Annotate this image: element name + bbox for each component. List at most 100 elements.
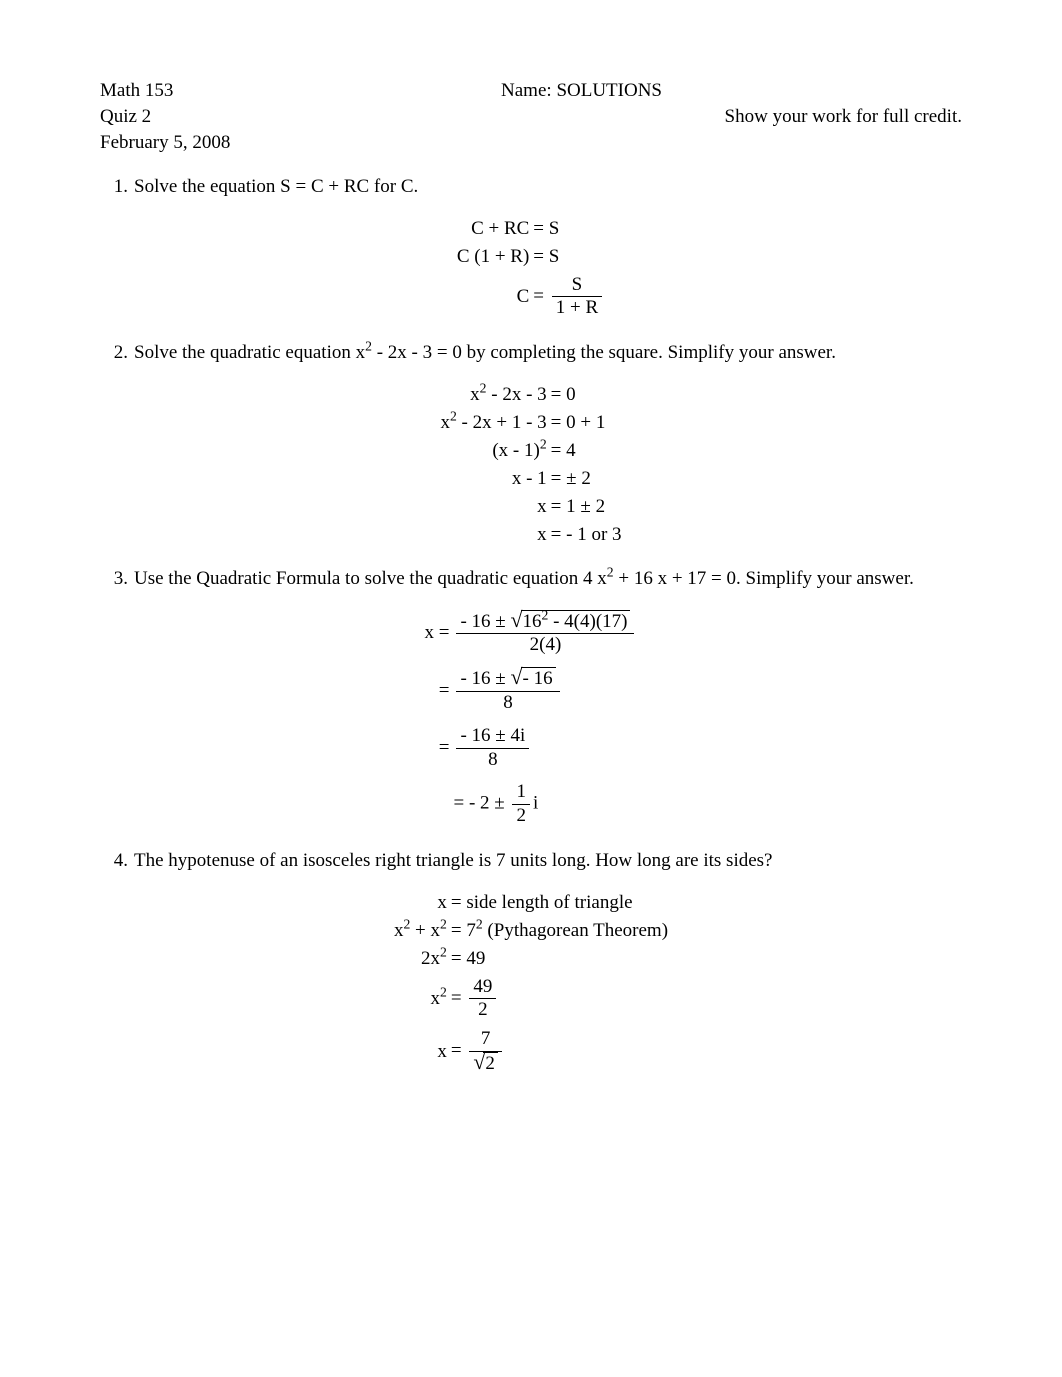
numerator: 1 <box>512 781 530 805</box>
eq-rhs: = 49 2 <box>449 976 668 1023</box>
problem-4-work: x = side length of triangle x2 + x2 = 72… <box>100 892 962 1076</box>
eq-lhs: x2 + x2 <box>394 920 449 942</box>
problem-body: Use the Quadratic Formula to solve the q… <box>134 566 962 592</box>
text-part: Use the Quadratic Formula to solve the q… <box>134 568 607 589</box>
annotation: (Pythagorean Theorem) <box>483 920 668 941</box>
eq-rhs: = 0 <box>549 384 622 406</box>
superscript: 2 <box>440 985 447 1000</box>
header-row-2: Quiz 2 Show your work for full credit. <box>100 106 962 128</box>
var: 2x <box>421 948 440 969</box>
eq-rhs: = 0 + 1 <box>549 412 622 434</box>
problem-1: 1. Solve the equation S = C + RC for C. … <box>100 174 962 320</box>
sqrt: √- 16 <box>511 667 556 691</box>
denominator: 2 <box>512 805 530 828</box>
imaginary-unit: i <box>533 793 538 814</box>
eq-rhs: = S 1 + R <box>531 274 605 321</box>
eq-rhs: = side length of triangle <box>449 892 668 914</box>
superscript: 2 <box>365 339 372 354</box>
problem-2: 2. Solve the quadratic equation x2 - 2x … <box>100 340 962 546</box>
numerator: 49 <box>469 976 496 1000</box>
eq-lhs: x <box>394 892 449 914</box>
sqrt: √162 - 4(4)(17) <box>511 610 631 634</box>
eq-lhs: x <box>440 524 548 546</box>
numerator: 7 <box>469 1028 502 1052</box>
sqrt: √2 <box>473 1052 498 1076</box>
eq-lhs: C <box>457 286 531 308</box>
fraction: 49 2 <box>469 976 496 1023</box>
fraction: 1 2 <box>512 781 530 828</box>
problem-number: 1. <box>100 176 134 198</box>
radicand: 162 - 4(4)(17) <box>521 610 631 634</box>
denominator: √2 <box>469 1052 502 1076</box>
eq-lhs: x <box>394 1041 449 1063</box>
expr: + x <box>410 920 440 941</box>
expr: = - 2 ± <box>453 793 504 814</box>
eq-lhs: x2 - 2x - 3 <box>440 384 548 406</box>
fraction: 7 √2 <box>469 1028 502 1076</box>
expr: - 16 ± <box>460 668 505 689</box>
eq-rhs: = 1 ± 2 <box>549 496 622 518</box>
eq-rhs: = ± 2 <box>549 468 622 490</box>
superscript: 2 <box>450 409 457 424</box>
denominator: 1 + R <box>552 297 602 320</box>
eq-lhs: x2 <box>394 988 449 1010</box>
problem-1-statement: 1. Solve the equation S = C + RC for C. <box>100 174 962 200</box>
radicand: 2 <box>483 1052 498 1076</box>
problem-4-statement: 4. The hypotenuse of an isosceles right … <box>100 848 962 874</box>
eq-lhs: = <box>425 737 452 759</box>
problem-3: 3. Use the Quadratic Formula to solve th… <box>100 566 962 828</box>
eq-rhs: - 16 ± 4i 8 <box>451 725 637 772</box>
eq-lhs: C + RC <box>457 218 531 240</box>
superscript: 2 <box>540 437 547 452</box>
expr: - 16 ± <box>460 611 505 632</box>
problem-1-work: C + RC = S C (1 + R) = S C = S 1 + R <box>100 218 962 321</box>
eq-rhs: - 16 ± √162 - 4(4)(17) 2(4) <box>451 610 637 658</box>
problem-4: 4. The hypotenuse of an isosceles right … <box>100 848 962 1076</box>
problem-body: Solve the equation S = C + RC for C. <box>134 174 962 200</box>
denominator: 2(4) <box>456 634 634 657</box>
equals: = <box>451 987 466 1008</box>
eq-rhs: = 72 (Pythagorean Theorem) <box>449 920 668 942</box>
eq-lhs: (x - 1)2 <box>440 440 548 462</box>
expr: - 2x + 1 - 3 <box>457 412 547 433</box>
denominator: 2 <box>469 999 496 1022</box>
quiz-label: Quiz 2 <box>100 106 151 128</box>
var: x <box>431 988 441 1009</box>
header-row-1: Math 153 Name: SOLUTIONS <box>100 80 962 102</box>
name-line: Name: SOLUTIONS <box>501 80 962 102</box>
text-part: - 2x - 3 = 0 by completing the square. S… <box>372 342 836 363</box>
problem-number: 2. <box>100 342 134 364</box>
numerator: - 16 ± √- 16 <box>456 667 559 692</box>
superscript: 2 <box>476 916 483 931</box>
eq-rhs: - 16 ± √- 16 8 <box>451 667 637 715</box>
superscript: 2 <box>607 565 614 580</box>
date-label: February 5, 2008 <box>100 132 962 154</box>
name-value: SOLUTIONS <box>556 80 662 101</box>
eq-rhs: = - 1 or 3 <box>549 524 622 546</box>
eq-lhs: x2 - 2x + 1 - 3 <box>440 412 548 434</box>
problem-number: 3. <box>100 568 134 590</box>
expr: (x - 1) <box>492 440 539 461</box>
eq-lhs: C (1 + R) <box>457 246 531 268</box>
eq-lhs: x = <box>425 622 452 644</box>
problem-body: The hypotenuse of an isosceles right tri… <box>134 848 962 874</box>
superscript: 2 <box>440 944 447 959</box>
eq-rhs: = 7 √2 <box>449 1028 668 1076</box>
superscript: 2 <box>440 916 447 931</box>
expr: - 2x - 3 <box>487 384 547 405</box>
numerator: - 16 ± √162 - 4(4)(17) <box>456 610 634 635</box>
instruction: Show your work for full credit. <box>445 106 962 128</box>
problem-2-work: x2 - 2x - 3 = 0 x2 - 2x + 1 - 3 = 0 + 1 … <box>100 384 962 546</box>
eq-lhs: 2x2 <box>394 948 449 970</box>
equals: = <box>451 1040 466 1061</box>
eq-lhs: x - 1 <box>440 468 548 490</box>
problem-number: 4. <box>100 850 134 872</box>
base: 16 <box>523 611 542 632</box>
superscript: 2 <box>480 381 487 396</box>
problem-body: Solve the quadratic equation x2 - 2x - 3… <box>134 340 962 366</box>
text-part: Solve the quadratic equation x <box>134 342 365 363</box>
fraction: - 16 ± 4i 8 <box>456 725 529 772</box>
var: x <box>470 384 480 405</box>
eq-lhs: x <box>440 496 548 518</box>
fraction: - 16 ± √162 - 4(4)(17) 2(4) <box>456 610 634 658</box>
